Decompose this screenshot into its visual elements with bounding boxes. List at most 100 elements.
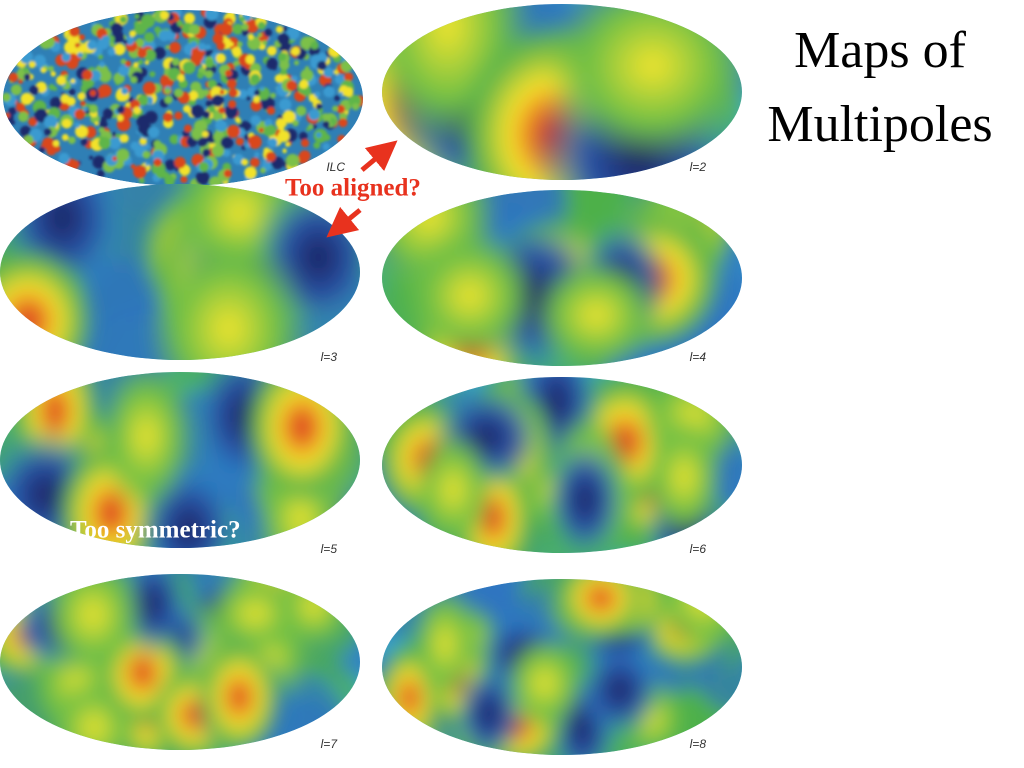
texture-dot: [121, 87, 129, 95]
texture-dot: [235, 137, 244, 146]
texture-dot: [149, 71, 156, 78]
texture-dot: [300, 68, 314, 82]
texture-dot: [334, 74, 345, 85]
multipole-map: [382, 579, 742, 755]
texture-dot: [101, 35, 110, 44]
texture-dot: [119, 133, 129, 143]
texture-dot: [23, 73, 31, 81]
texture-dot: [145, 161, 150, 167]
texture-dot: [113, 43, 126, 56]
texture-dot: [87, 39, 98, 50]
map-texture: [3, 10, 363, 186]
texture-dot: [222, 149, 231, 157]
texture-dot: [155, 12, 162, 18]
texture-dot: [169, 134, 180, 145]
texture-dot: [182, 61, 196, 75]
texture-dot: [49, 97, 62, 109]
texture-dot: [123, 39, 128, 44]
texture-dot: [74, 108, 86, 120]
texture-dot: [226, 139, 234, 147]
texture-dot: [43, 115, 58, 129]
texture-dot: [142, 81, 157, 96]
texture-dot: [56, 75, 66, 86]
texture-dot: [202, 130, 209, 138]
texture-dot: [98, 127, 105, 134]
texture-dot: [61, 119, 72, 129]
texture-dot: [275, 25, 284, 34]
texture-spot: [576, 640, 664, 740]
texture-dot: [295, 105, 307, 117]
texture-dot: [112, 156, 118, 162]
texture-dot: [258, 127, 264, 133]
texture-dot: [8, 72, 19, 83]
texture-dot: [39, 35, 53, 49]
texture-dot: [125, 60, 132, 67]
texture-dot: [20, 92, 33, 105]
texture-spot: [452, 662, 525, 755]
texture-dot: [211, 144, 225, 158]
texture-dot: [88, 104, 98, 114]
texture-dot: [322, 143, 330, 151]
texture-dot: [116, 148, 130, 162]
texture-dot: [29, 85, 39, 95]
texture-dot: [133, 62, 139, 68]
texture-dot: [102, 108, 114, 120]
texture-dot: [143, 49, 156, 62]
texture-dot: [99, 61, 105, 68]
texture-dot: [164, 95, 173, 104]
texture-dot: [136, 114, 151, 129]
texture-dot: [115, 27, 122, 34]
texture-dot: [75, 125, 88, 138]
map-texture: [382, 377, 742, 553]
texture-dot: [245, 19, 259, 34]
texture-dot: [180, 175, 188, 184]
texture-dot: [338, 91, 344, 97]
texture-dot: [224, 105, 238, 119]
texture-dot: [336, 104, 346, 114]
texture-dot: [282, 26, 288, 32]
texture-dot: [215, 119, 228, 132]
texture-dot: [299, 131, 308, 141]
texture-dot: [266, 106, 276, 115]
texture-dot: [313, 141, 321, 149]
texture-dot: [176, 20, 184, 27]
texture-dot: [191, 50, 204, 63]
texture-dot: [245, 54, 256, 65]
texture-dot: [249, 157, 260, 168]
texture-dot: [143, 32, 155, 43]
texture-dot: [246, 96, 251, 101]
texture-dot: [82, 69, 93, 81]
texture-dot: [160, 10, 170, 20]
arrow: [360, 140, 398, 172]
texture-dot: [300, 36, 314, 51]
multipole-map: [0, 574, 360, 750]
texture-dot: [188, 23, 200, 35]
texture-dot: [174, 88, 184, 98]
texture-dot: [294, 60, 300, 66]
map-label: l=2: [690, 160, 707, 174]
texture-dot: [107, 48, 116, 56]
texture-dot: [160, 30, 170, 39]
texture-dot: [48, 83, 55, 91]
texture-dot: [119, 16, 127, 24]
texture-dot: [18, 111, 29, 123]
texture-dot: [171, 57, 180, 66]
texture-dot: [263, 126, 274, 137]
texture-dot: [338, 112, 348, 121]
map-label: l=5: [321, 542, 338, 556]
texture-dot: [164, 175, 175, 186]
map-label: l=6: [690, 542, 707, 556]
texture-spot: [544, 437, 627, 553]
texture-dot: [298, 79, 309, 89]
annotation: Too aligned?: [285, 175, 421, 202]
texture-dot: [238, 89, 248, 99]
map-label: l=4: [690, 350, 707, 364]
texture-dot: [247, 135, 262, 149]
texture-dot: [285, 153, 300, 168]
texture-dot: [89, 155, 94, 160]
texture-dot: [116, 105, 125, 114]
texture-dot: [174, 111, 183, 120]
texture-dot: [260, 167, 266, 174]
texture-dot: [323, 85, 335, 98]
